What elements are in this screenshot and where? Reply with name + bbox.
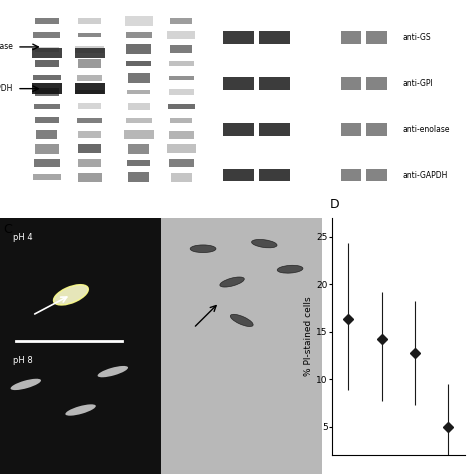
Bar [34,32,60,38]
Bar [341,169,361,182]
Bar [78,74,101,82]
Bar [341,31,361,44]
Bar [169,45,194,54]
Bar [259,31,290,44]
Ellipse shape [190,245,216,253]
Bar [128,46,150,53]
Bar [33,161,61,165]
Bar [0,346,161,474]
Bar [76,32,103,38]
Text: pH 4: pH 4 [13,233,33,242]
Text: GAPDH: GAPDH [0,84,13,93]
Text: anti-GS: anti-GS [402,33,431,42]
Bar [259,169,290,182]
Bar [171,31,192,39]
Bar [126,30,152,40]
Bar [77,146,102,152]
Text: ST1 buffer
extract: ST1 buffer extract [17,219,47,249]
Bar [76,173,103,182]
Bar [223,77,254,90]
Bar [78,131,101,138]
Bar [32,89,62,95]
Bar [125,88,153,96]
Bar [76,45,103,54]
Bar [36,59,58,68]
Bar [169,158,193,168]
Bar [128,103,149,109]
Bar [75,89,104,95]
Y-axis label: % PI-stained cells: % PI-stained cells [304,297,313,376]
Bar [366,123,387,136]
Bar [168,90,194,94]
Bar [168,73,195,82]
Bar [169,117,193,124]
Bar [127,60,151,67]
Bar [366,77,387,90]
Bar [170,144,192,154]
Bar [366,169,387,182]
Text: GS/GPI
containing
fraction: GS/GPI containing fraction [55,219,90,254]
Bar [126,18,151,24]
Text: D: D [329,198,339,211]
Bar [167,132,196,137]
Text: Enolase: Enolase [0,43,13,51]
Bar [35,17,59,25]
Bar [168,18,194,24]
Bar [76,103,103,109]
Text: His$_6$-GS: His$_6$-GS [114,219,138,243]
Bar [76,60,103,67]
Bar [32,83,62,94]
Bar [75,83,104,94]
Ellipse shape [98,366,128,377]
Bar [223,31,254,44]
Bar [76,118,103,123]
Bar [127,144,150,154]
Ellipse shape [252,239,277,248]
Text: C: C [3,223,12,236]
Bar [125,159,153,167]
Bar [36,130,58,139]
Bar [36,118,58,123]
Bar [170,175,192,179]
Bar [128,116,149,125]
Bar [223,169,254,182]
Ellipse shape [230,314,253,327]
Bar [35,104,59,109]
Bar [0,218,161,346]
Bar [341,77,361,90]
Ellipse shape [65,404,96,416]
Ellipse shape [54,285,88,305]
Ellipse shape [277,265,303,273]
Bar [35,173,59,182]
Bar [126,129,152,140]
Bar [341,123,361,136]
Ellipse shape [10,379,41,390]
Text: anti-GPI: anti-GPI [402,79,433,88]
Text: pH 8: pH 8 [13,356,33,365]
Ellipse shape [220,277,244,287]
Bar [161,346,322,474]
Bar [32,48,62,58]
Bar [32,144,62,154]
Bar [167,104,195,109]
Bar [124,74,153,82]
Bar [79,159,100,167]
Bar [223,123,254,136]
Bar [366,31,387,44]
Bar [33,45,61,54]
Text: anti-GAPDH: anti-GAPDH [402,171,448,180]
Bar [75,48,104,58]
Bar [259,123,290,136]
Bar [161,218,322,346]
Bar [128,173,149,182]
Text: anti-enolase: anti-enolase [402,125,450,134]
Text: His$_6$-GPI: His$_6$-GPI [156,219,181,244]
Bar [32,75,62,80]
Bar [170,61,193,66]
Bar [77,17,102,25]
Bar [259,77,290,90]
